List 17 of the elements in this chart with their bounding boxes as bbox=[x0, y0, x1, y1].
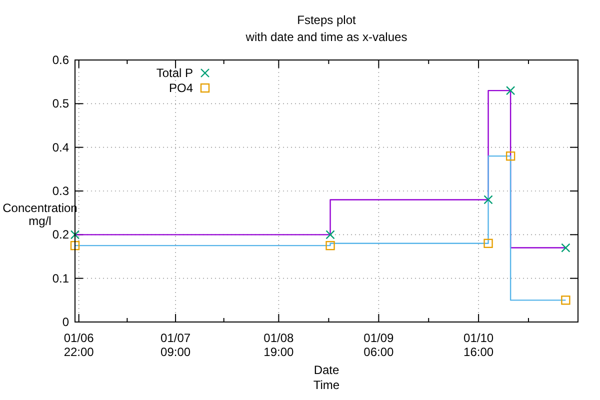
chart-title: Fsteps plot bbox=[297, 13, 357, 27]
y-tick-label: 0.5 bbox=[52, 96, 70, 111]
y-tick-label: 0.4 bbox=[52, 140, 70, 154]
x-tick-label: 01/09 06:00 bbox=[364, 331, 394, 359]
chart-subtitle: with date and time as x-values bbox=[244, 30, 408, 44]
x-tick-label: 01/06 22:00 bbox=[64, 331, 94, 359]
x-tick-label: 01/07 09:00 bbox=[160, 331, 191, 359]
x-tick-label: 01/08 19:00 bbox=[264, 331, 294, 359]
x-axis-title: Date Time bbox=[313, 363, 340, 392]
legend-label: Total P bbox=[156, 66, 193, 80]
y-tick-label: 0 bbox=[62, 315, 70, 329]
y-tick-label: 0.1 bbox=[52, 271, 70, 286]
legend-label: PO4 bbox=[168, 81, 194, 95]
x-tick-label: 01/10 16:00 bbox=[464, 331, 494, 359]
y-tick-label: 0.6 bbox=[52, 53, 70, 67]
y-tick-label: 0.3 bbox=[52, 184, 70, 198]
y-tick-label: 0.2 bbox=[52, 228, 70, 242]
